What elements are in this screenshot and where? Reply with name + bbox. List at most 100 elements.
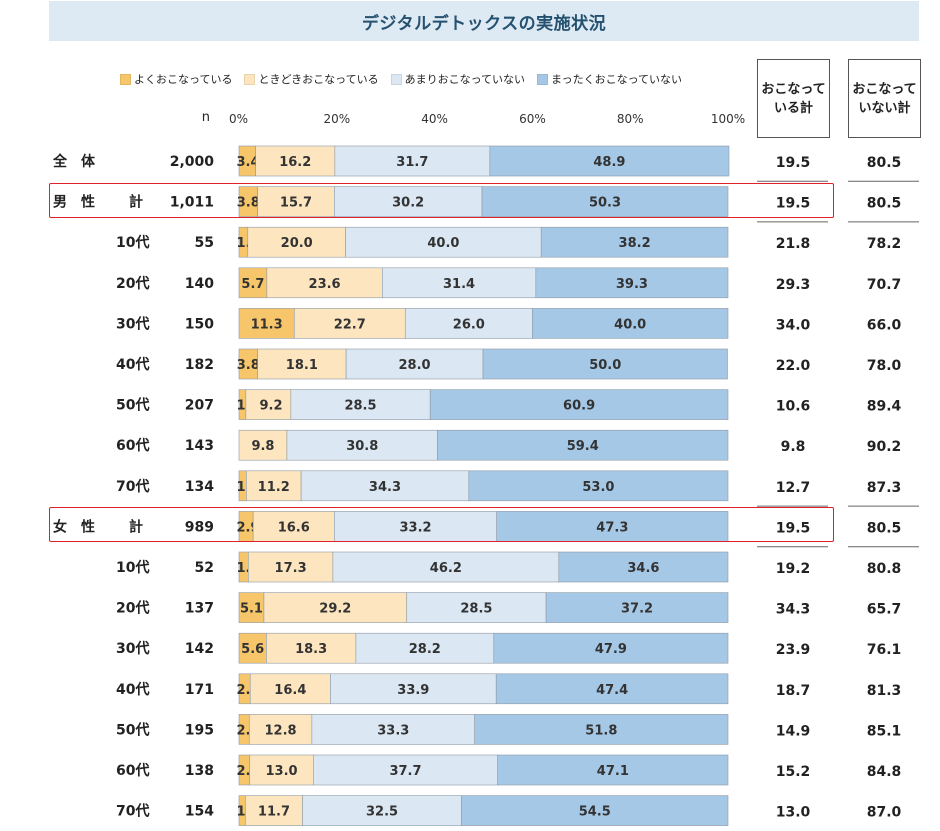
not-done-total-value: 84.8: [867, 764, 902, 780]
header-not-done-total: おこなって いない計: [848, 59, 921, 138]
bar-segment-3: [300, 470, 470, 502]
done-total-value: 19.2: [776, 561, 811, 577]
bar-segment-3: [355, 632, 495, 664]
bar-data-label: 28.5: [344, 399, 376, 414]
not-done-total-value: 87.3: [867, 480, 902, 496]
bar-data-label: 47.3: [596, 520, 628, 535]
bar-segment-1: [238, 632, 267, 664]
bar-data-label: 12.8: [265, 723, 297, 738]
bar-data-label: 39.3: [616, 277, 648, 292]
row-group-label: 男 性: [53, 194, 95, 211]
row-n-value: 142: [185, 641, 214, 657]
bar-segment-2: [266, 632, 357, 664]
legend-item-never: まったくおこなっていない: [537, 71, 682, 87]
bar-segment-2: [266, 267, 383, 299]
x-tick-label: 40%: [421, 112, 448, 126]
bar-segment-3: [334, 145, 491, 177]
bar-data-label: 5.6: [241, 642, 264, 657]
done-total-value: 19.5: [776, 155, 811, 171]
row-sub-label: 50代: [116, 397, 149, 414]
bar-segment-4: [497, 754, 729, 786]
not-done-total-value: 76.1: [867, 642, 902, 658]
bar-data-label: 34.6: [627, 561, 659, 576]
bar-segment-2: [252, 511, 335, 542]
bar-data-label: 23.6: [309, 277, 341, 292]
row-sub-label: 50代: [116, 721, 149, 738]
bar-data-label: 15.7: [280, 196, 312, 211]
bar-data-label: 11.7: [258, 805, 290, 820]
bar-data-label: 3.4: [236, 155, 259, 170]
bar-segment-3: [286, 429, 438, 461]
not-done-total-value: 87.0: [867, 805, 902, 821]
bar-data-label: 33.3: [377, 723, 409, 738]
bar-segment-4: [558, 551, 729, 583]
not-done-total-value: 90.2: [867, 439, 902, 455]
bar-data-label: 16.4: [274, 683, 306, 698]
bar-segment-3: [345, 348, 484, 380]
bar-segment-4: [437, 429, 729, 461]
row-group-label: 女 性: [53, 518, 95, 535]
title-bar: デジタルデトックスの実施状況: [49, 1, 919, 41]
x-tick-label: 80%: [617, 112, 644, 126]
bar-data-label: 40.0: [427, 236, 459, 251]
done-total-value: 12.7: [776, 480, 811, 496]
row-n-value: 171: [185, 682, 214, 698]
row-group-label: 全 体: [52, 153, 96, 170]
bar-data-label: 26.0: [453, 317, 485, 332]
bar-segment-4: [468, 470, 729, 502]
bar-segment-4: [545, 592, 729, 623]
bar-data-label: 38.2: [619, 236, 651, 251]
bar-segment-3: [302, 795, 462, 826]
legend: よくおこなっている ときどきおこなっている あまりおこなっていない まったくおこ…: [120, 70, 694, 88]
not-done-total-value: 85.1: [867, 723, 902, 739]
bar-data-label: 32.5: [366, 805, 398, 820]
row-n-value: 134: [185, 479, 214, 495]
row-sub-label: 計: [129, 194, 143, 211]
row-sub-label: 20代: [116, 600, 149, 617]
bar-data-label: 48.9: [593, 155, 625, 170]
bar-data-label: 59.4: [567, 439, 599, 454]
done-total-value: 14.9: [776, 723, 811, 739]
row-n-value: 52: [195, 560, 214, 576]
row-sub-label: 30代: [116, 315, 149, 332]
bar-data-label: 29.2: [319, 602, 351, 617]
row-n-value: 207: [185, 398, 214, 414]
not-done-total-value: 89.4: [867, 399, 902, 415]
bar-data-label: 54.5: [579, 805, 611, 820]
header-done-total: おこなって いる計: [757, 59, 830, 138]
not-done-total-value: 65.7: [867, 602, 902, 618]
x-tick-label: 20%: [323, 112, 350, 126]
bar-segment-3: [330, 673, 497, 705]
row-n-value: 55: [195, 235, 214, 251]
not-done-total-value: 80.5: [867, 155, 902, 171]
bar-segment-2: [263, 592, 408, 623]
bar-segment-1: [238, 267, 268, 299]
not-done-total-value: 78.0: [867, 358, 902, 374]
row-sub-label: 40代: [116, 356, 149, 373]
row-n-value: 140: [185, 276, 214, 292]
row-n-value: 150: [185, 316, 214, 332]
done-total-value: 29.3: [776, 277, 811, 293]
row-n-value: 195: [185, 722, 214, 738]
bar-data-label: 5.1: [240, 602, 263, 617]
bar-data-label: 16.6: [278, 520, 310, 535]
legend-swatch: [390, 73, 402, 85]
legend-swatch: [537, 73, 549, 85]
bar-segment-1: [238, 592, 265, 623]
bar-segment-2: [245, 795, 303, 826]
row-sub-label: 70代: [116, 478, 149, 495]
bar-data-label: 9.8: [251, 439, 274, 454]
bar-data-label: 17.3: [275, 561, 307, 576]
n-column-label: n: [201, 110, 210, 125]
legend-label: ときどきおこなっている: [258, 73, 379, 86]
bar-data-label: 34.3: [369, 480, 401, 495]
bar-segment-3: [334, 511, 498, 542]
bar-data-label: 46.2: [430, 561, 462, 576]
bar-segment-2: [238, 429, 288, 461]
bar-segment-3: [381, 267, 537, 299]
bar-data-label: 37.2: [621, 602, 653, 617]
row-n-value: 143: [185, 438, 214, 454]
bar-segment-4: [532, 308, 729, 339]
done-total-value: 10.6: [776, 399, 811, 415]
bar-data-label: 33.9: [397, 683, 429, 698]
